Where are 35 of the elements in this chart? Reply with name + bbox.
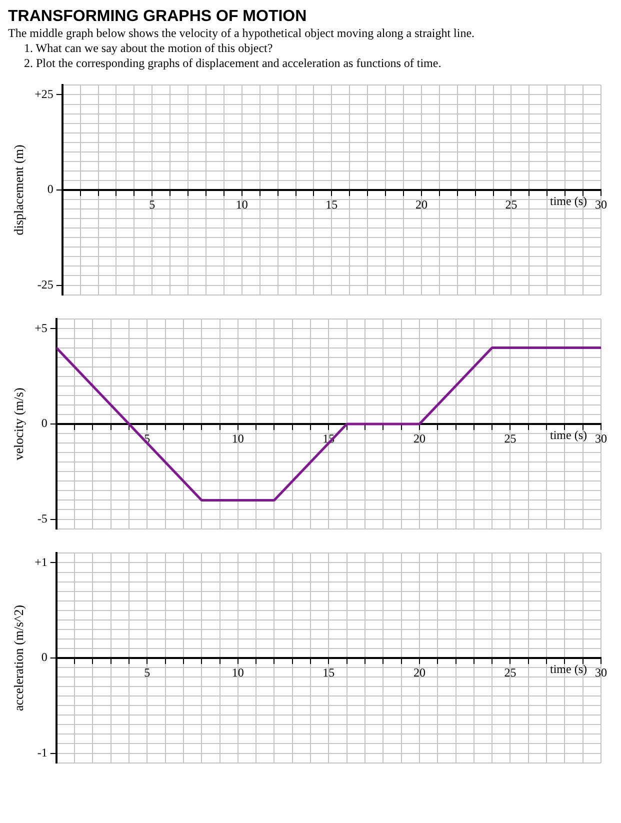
x-tick-label: 10 bbox=[232, 431, 244, 446]
y-axis-title: displacement (m) bbox=[11, 144, 26, 236]
y-tick-label: +5 bbox=[34, 320, 48, 335]
y-tick-label: 0 bbox=[47, 182, 54, 196]
x-tick-label: 25 bbox=[505, 197, 518, 212]
x-tick-label: 20 bbox=[415, 197, 428, 212]
x-tick-label: 30 bbox=[595, 665, 607, 680]
text: 2. Plot the corresponding graphs of displacement and acceleration as functions of time. bbox=[23, 56, 442, 71]
x-tick-label: 15 bbox=[326, 197, 338, 212]
x-axis-title: time (s) bbox=[550, 428, 587, 442]
y-tick-label: 0 bbox=[41, 650, 48, 664]
y-axis-title: velocity (m/s) bbox=[11, 388, 26, 460]
x-tick-label: 20 bbox=[413, 431, 426, 446]
x-tick-label: 15 bbox=[322, 665, 335, 680]
x-axis-title: time (s) bbox=[550, 662, 587, 676]
x-tick-label: 30 bbox=[595, 431, 607, 446]
x-tick-label: 10 bbox=[232, 665, 244, 680]
x-tick-label: 25 bbox=[504, 665, 516, 680]
x-tick-label: 5 bbox=[144, 665, 150, 680]
chart-title: TRANSFORMING GRAPHS OF MOTION bbox=[8, 8, 308, 26]
text: The middle graph below shows the velocity of a hypothetical object moving along a straight line. bbox=[8, 26, 476, 41]
y-tick-label: -5 bbox=[37, 511, 48, 526]
y-tick-label: -25 bbox=[37, 277, 54, 292]
x-tick-label: 25 bbox=[504, 431, 516, 446]
x-axis-title: time (s) bbox=[550, 194, 587, 208]
y-tick-label: 0 bbox=[41, 416, 48, 430]
x-tick-label: 5 bbox=[149, 197, 156, 212]
y-axis-title: acceleration (m/s^2) bbox=[11, 604, 26, 712]
y-tick-label: +1 bbox=[34, 554, 48, 569]
y-tick-label: -1 bbox=[37, 745, 48, 760]
x-tick-label: 10 bbox=[236, 197, 248, 212]
x-tick-label: 20 bbox=[413, 665, 426, 680]
y-tick-label: +25 bbox=[34, 86, 54, 101]
x-tick-label: 30 bbox=[595, 197, 607, 212]
text: 1. What can we say about the motion of this object? bbox=[23, 41, 274, 56]
